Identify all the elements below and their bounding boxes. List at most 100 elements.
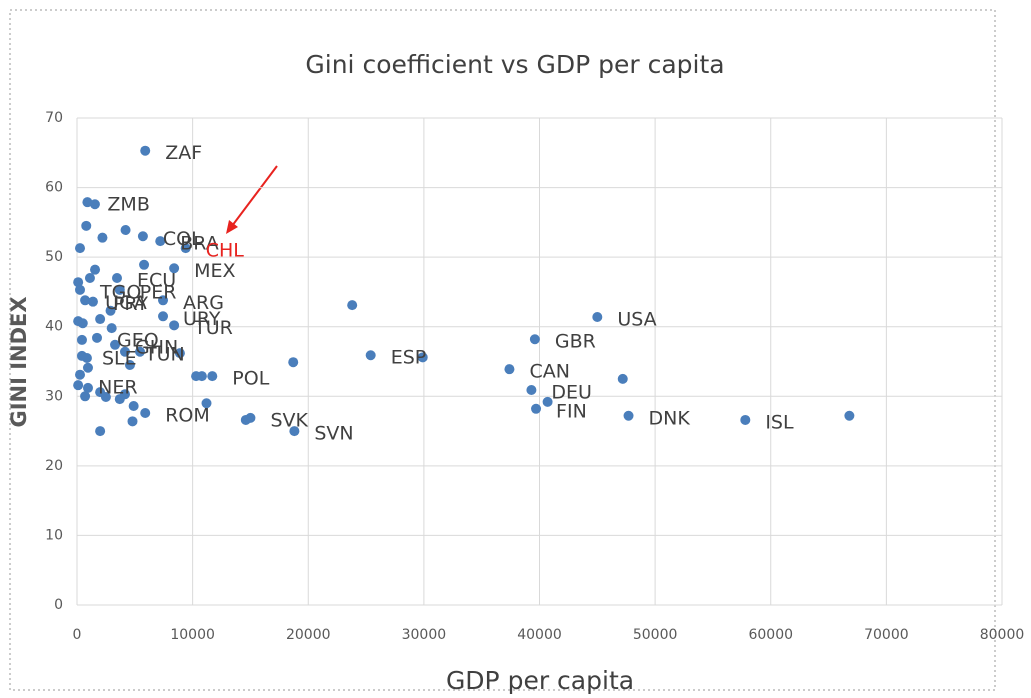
point: [196, 371, 207, 382]
point-label: UGA: [105, 292, 147, 314]
point: [106, 323, 117, 334]
point: [95, 314, 106, 325]
point: [128, 401, 139, 412]
point: [158, 295, 169, 306]
point: [617, 373, 628, 384]
y-tick-label: 10: [45, 527, 63, 543]
point: [288, 357, 299, 368]
point: [87, 296, 98, 307]
point: [114, 284, 125, 295]
point: [365, 350, 376, 361]
point-label: FIN: [556, 400, 587, 422]
point: [137, 231, 148, 242]
point-label: GEO: [117, 329, 159, 351]
point-label: SVK: [270, 409, 308, 431]
point: [92, 332, 103, 343]
y-tick-label: 0: [54, 597, 63, 613]
point: [75, 284, 86, 295]
point: [155, 236, 166, 247]
point: [80, 391, 91, 402]
point: [110, 339, 121, 350]
x-tick-label: 30000: [402, 627, 447, 643]
point: [740, 414, 751, 425]
point-label: GHN: [135, 336, 178, 358]
frame: [9, 9, 996, 691]
point: [169, 263, 180, 274]
point: [124, 359, 135, 370]
point-label: TGO: [99, 281, 141, 303]
point-label: DNK: [649, 407, 691, 429]
point: [529, 334, 540, 345]
point: [158, 311, 169, 322]
point-label: USA: [617, 308, 656, 330]
x-tick-label: 60000: [748, 627, 793, 643]
y-axis-title: GINI INDEX: [7, 296, 31, 427]
point: [504, 364, 515, 375]
point: [417, 352, 428, 363]
y-tick-label: 50: [45, 249, 63, 265]
point: [75, 243, 86, 254]
point-label: ROM: [165, 404, 210, 426]
point: [105, 305, 116, 316]
y-tick-label: 20: [45, 458, 63, 474]
point: [73, 380, 84, 391]
point: [119, 389, 130, 400]
point-label: ECU: [137, 270, 176, 292]
point: [82, 362, 93, 373]
point-label: SLE: [102, 347, 137, 369]
y-tick-label: 60: [45, 180, 63, 196]
point: [139, 259, 150, 270]
point: [120, 225, 131, 236]
point-label: URY: [183, 308, 221, 330]
point-label: COL: [163, 228, 202, 250]
point-label: DEU: [551, 382, 592, 404]
point: [95, 426, 106, 437]
point: [169, 320, 180, 331]
point-label: BRA: [180, 233, 218, 255]
point: [77, 318, 88, 329]
point: [135, 346, 146, 357]
y-tick-label: 40: [45, 319, 63, 335]
point: [112, 273, 123, 284]
x-tick-label: 20000: [286, 627, 331, 643]
point-label: ZMB: [107, 194, 149, 216]
point: [245, 412, 256, 423]
point: [140, 145, 151, 156]
x-tick-label: 0: [73, 627, 82, 643]
point: [526, 385, 537, 396]
point: [289, 426, 300, 437]
point-label: POL: [232, 368, 269, 390]
point: [89, 199, 100, 210]
point-label: ISL: [765, 411, 794, 433]
point: [73, 277, 84, 288]
point-label: CHL: [206, 240, 245, 262]
point: [84, 273, 95, 284]
point: [180, 243, 191, 254]
point-label: PER: [140, 281, 177, 303]
point: [80, 295, 91, 306]
point: [592, 311, 603, 322]
point-label: ESP: [391, 347, 427, 369]
point-label: TUR: [193, 317, 233, 339]
point: [140, 407, 151, 418]
point-label: PRY: [113, 293, 148, 315]
x-tick-label: 10000: [170, 627, 215, 643]
point-label: TUN: [144, 343, 185, 365]
point-label: CAN: [529, 361, 569, 383]
point: [119, 346, 130, 357]
annotation-arrow: [231, 165, 278, 227]
point: [347, 300, 358, 311]
point: [100, 391, 111, 402]
point: [97, 232, 108, 243]
point: [542, 396, 553, 407]
point: [201, 398, 212, 409]
x-tick-label: 80000: [980, 627, 1025, 643]
chart-title: Gini coefficient vs GDP per capita: [305, 50, 724, 79]
point: [174, 348, 185, 359]
point: [623, 410, 634, 421]
x-tick-label: 40000: [517, 627, 562, 643]
x-axis-title: GDP per capita: [446, 666, 634, 695]
point: [127, 416, 138, 427]
point-label: NER: [98, 377, 137, 399]
